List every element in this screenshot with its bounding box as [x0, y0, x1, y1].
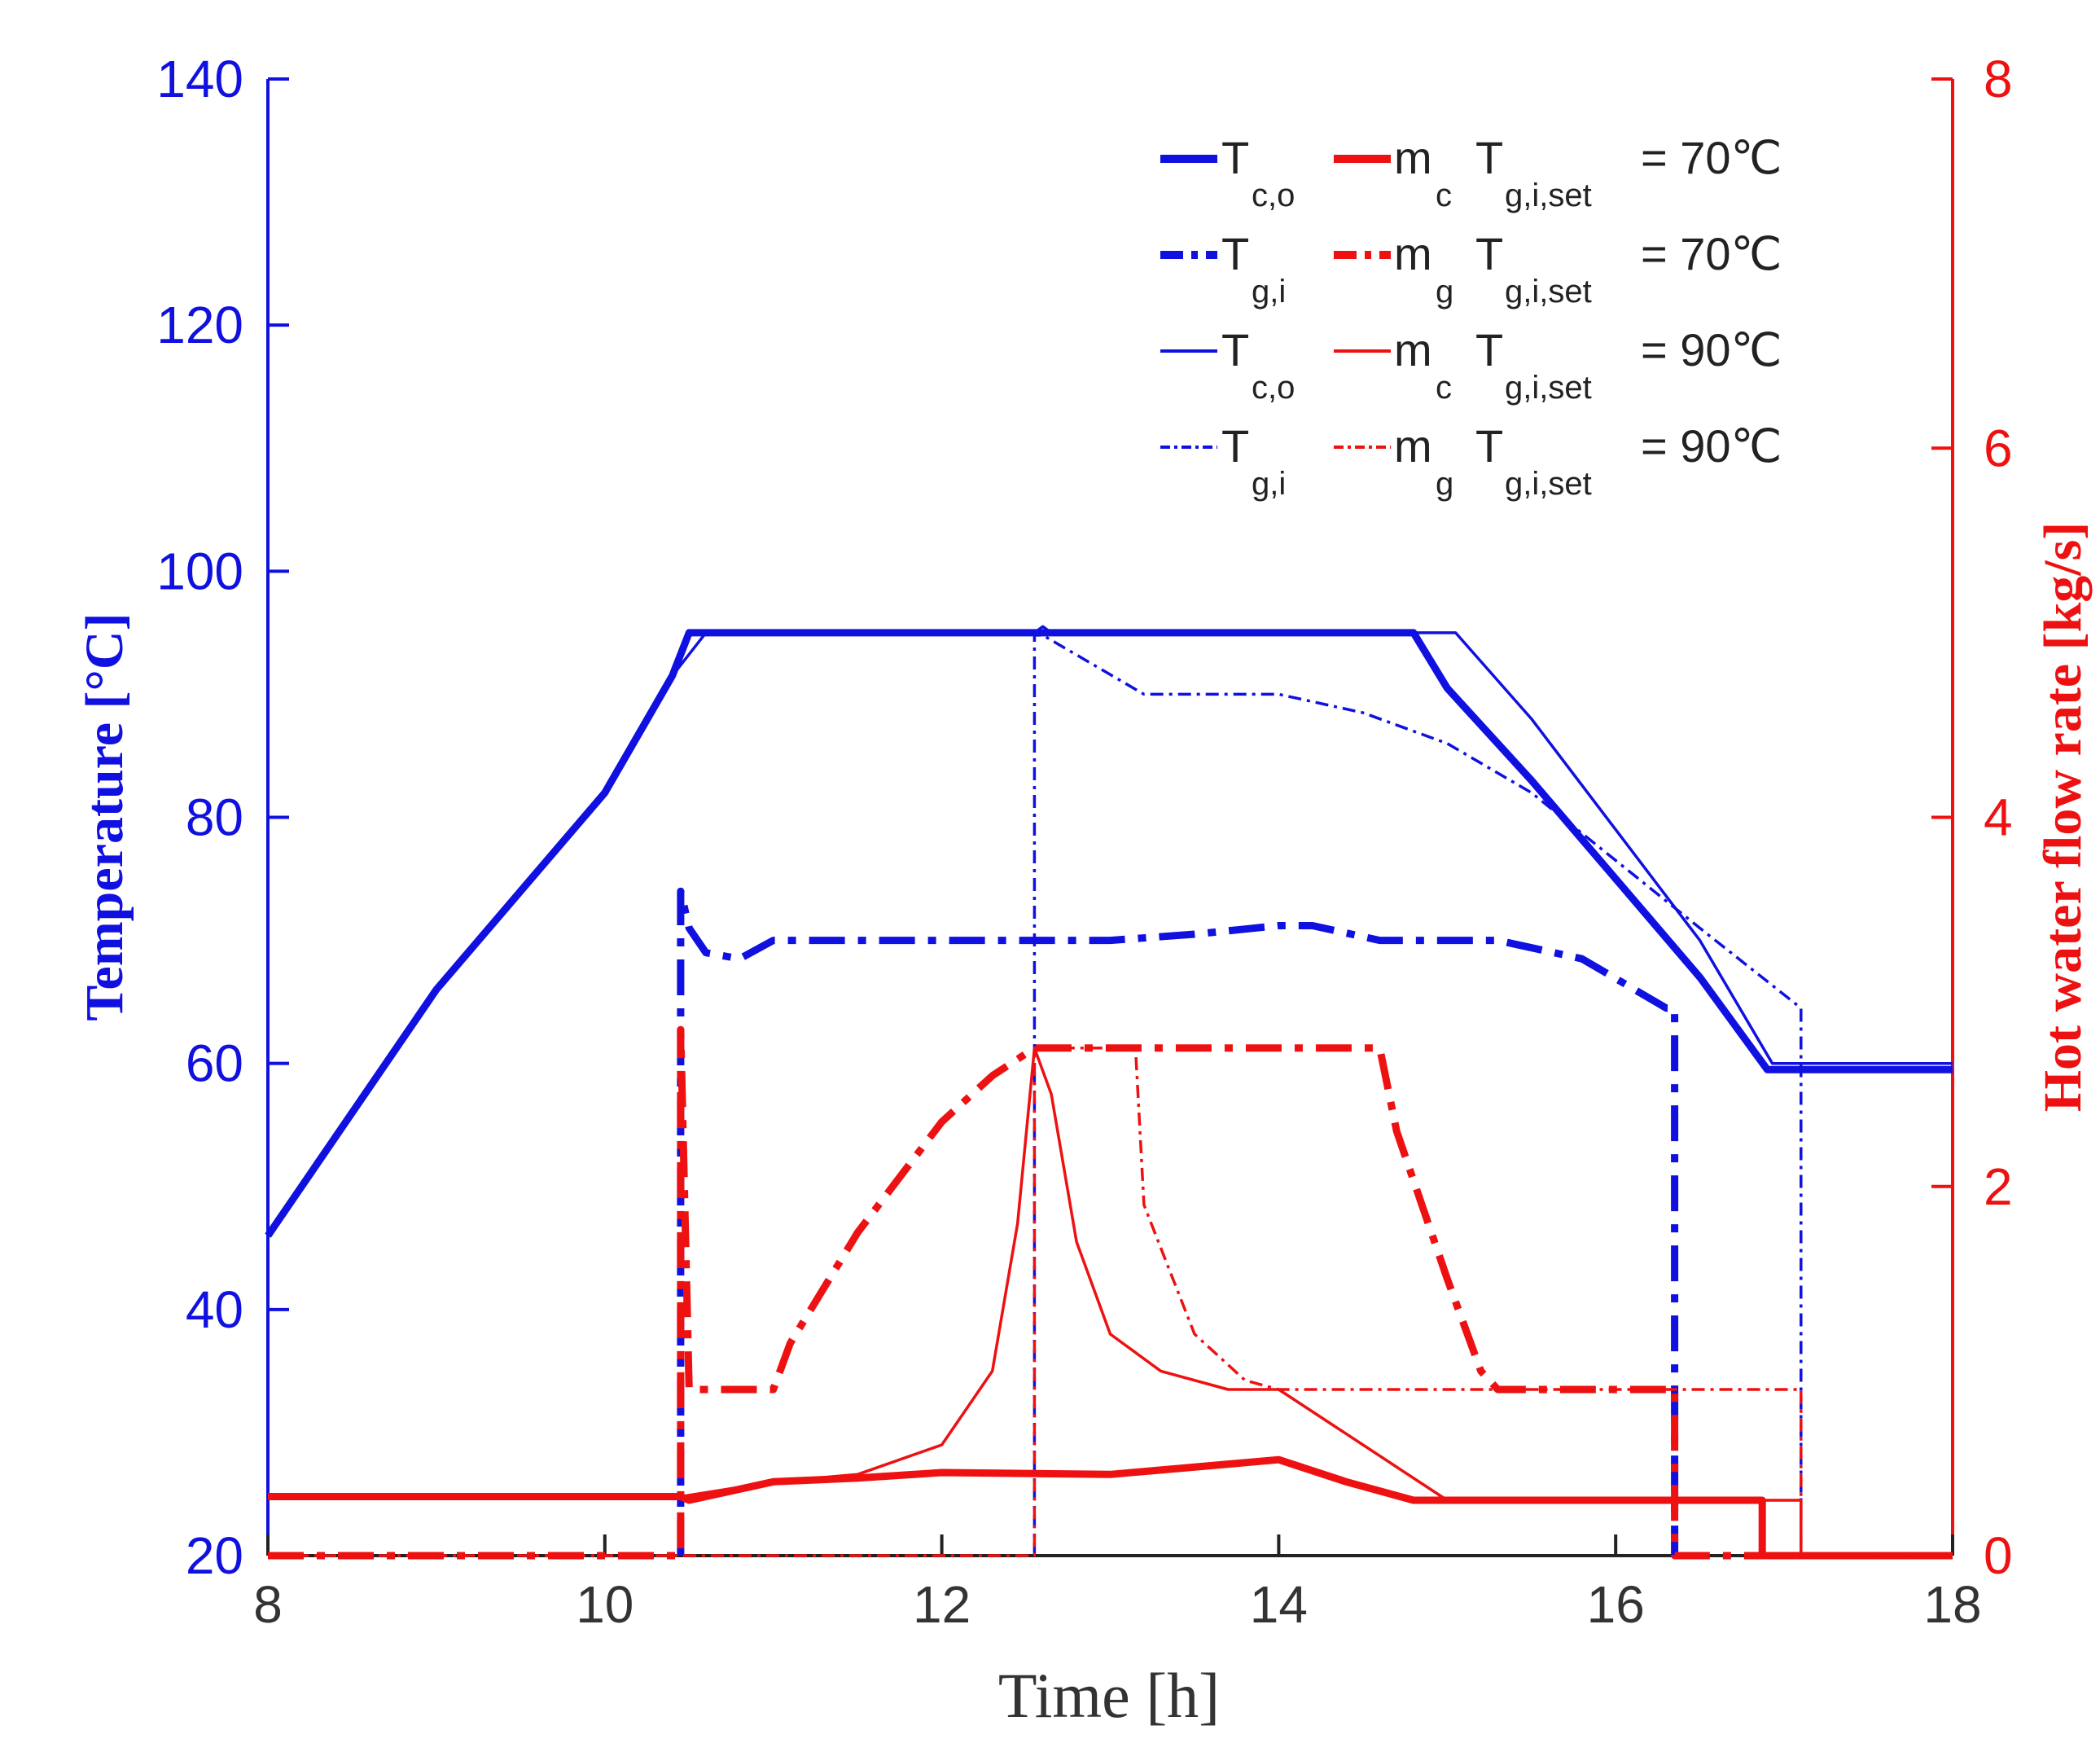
- legend-label-flow-subscript: c: [1436, 178, 1452, 213]
- y-left-tick-label: 40: [186, 1280, 243, 1339]
- legend-label-temperature-subscript: g,i: [1252, 274, 1286, 309]
- legend-label-flow-subscript: c: [1436, 370, 1452, 406]
- x-axis-title: Time [h]: [998, 1660, 1220, 1731]
- legend-label-temperature: T: [1221, 324, 1249, 375]
- legend-label-temperature: T: [1221, 420, 1249, 472]
- x-tick-label: 10: [576, 1575, 634, 1634]
- x-tick-label: 14: [1250, 1575, 1308, 1634]
- y-axis-title-right: Hot water flow rate [kg/s]: [2033, 522, 2093, 1113]
- series-group: [265, 625, 1953, 1560]
- legend-label-setpoint: T: [1475, 228, 1503, 279]
- legend-label-temperature-subscript: c,o: [1252, 178, 1295, 213]
- legend-label-setpoint-subscript: g,i,set: [1505, 370, 1592, 406]
- legend-label-setpoint-value: = 90℃: [1641, 324, 1782, 375]
- y-right-tick-label: 4: [1984, 788, 2013, 847]
- legend-label-flow: m: [1394, 132, 1432, 183]
- series-line-tco-90-temperature: [266, 625, 1953, 1237]
- series-line-mc-70-flow: [268, 1455, 1953, 1560]
- legend-label-flow: m: [1394, 324, 1432, 375]
- legend-label-flow-subscript: g: [1436, 466, 1453, 502]
- series-line-tgi-70-temperature: [677, 887, 1679, 1556]
- legend-label-setpoint-subscript: g,i,set: [1505, 466, 1592, 502]
- legend-label-setpoint-value: = 90℃: [1641, 420, 1782, 472]
- legend-label-setpoint-value: = 70℃: [1641, 132, 1782, 183]
- y-right-tick-label: 6: [1984, 419, 2013, 477]
- legend-label-temperature-subscript: g,i: [1252, 466, 1286, 502]
- legend-label-flow: m: [1394, 420, 1432, 472]
- series-line-tco-70-temperature: [265, 629, 1953, 1238]
- x-tick-label: 18: [1923, 1575, 1981, 1634]
- y-left-tick-label: 60: [186, 1034, 243, 1093]
- legend-label-setpoint: T: [1475, 324, 1503, 375]
- legend-label-setpoint-subscript: g,i,set: [1505, 274, 1592, 309]
- legend-label-flow-subscript: g: [1436, 274, 1453, 309]
- legend-label-temperature: T: [1221, 228, 1249, 279]
- series-line-mg-90-flow: [268, 1047, 1953, 1557]
- y-left-tick-label: 120: [156, 296, 243, 354]
- y-right-tick-label: 2: [1984, 1157, 2013, 1216]
- legend-label-setpoint-subscript: g,i,set: [1505, 178, 1592, 213]
- series-line-tgi-90-temperature: [1032, 634, 1803, 1556]
- series-line-mc-90-flow: [268, 1047, 1953, 1557]
- legend-label-setpoint-value: = 70℃: [1641, 228, 1782, 279]
- y-left-tick-label: 100: [156, 542, 243, 600]
- x-tick-label: 16: [1587, 1575, 1645, 1634]
- x-tick-label: 12: [913, 1575, 971, 1634]
- x-tick-label: 8: [253, 1575, 283, 1634]
- legend-label-temperature-subscript: c,o: [1252, 370, 1295, 406]
- legend-label-setpoint: T: [1475, 132, 1503, 183]
- y-right-tick-label: 0: [1984, 1526, 2013, 1585]
- y-right-tick-label: 8: [1984, 50, 2013, 108]
- y-left-tick-label: 140: [156, 50, 243, 108]
- legend-label-temperature: T: [1221, 132, 1249, 183]
- axes: 20 40 60 80 100 120 140 0 2 4 6 8 8 10 12 14 16 18: [156, 50, 2012, 1634]
- y-axis-title-left: Temperature [°C]: [75, 612, 134, 1021]
- y-left-tick-label: 20: [186, 1526, 243, 1585]
- legend-label-setpoint: T: [1475, 420, 1503, 472]
- y-left-tick-label: 80: [186, 788, 243, 847]
- legend-label-flow: m: [1394, 228, 1432, 279]
